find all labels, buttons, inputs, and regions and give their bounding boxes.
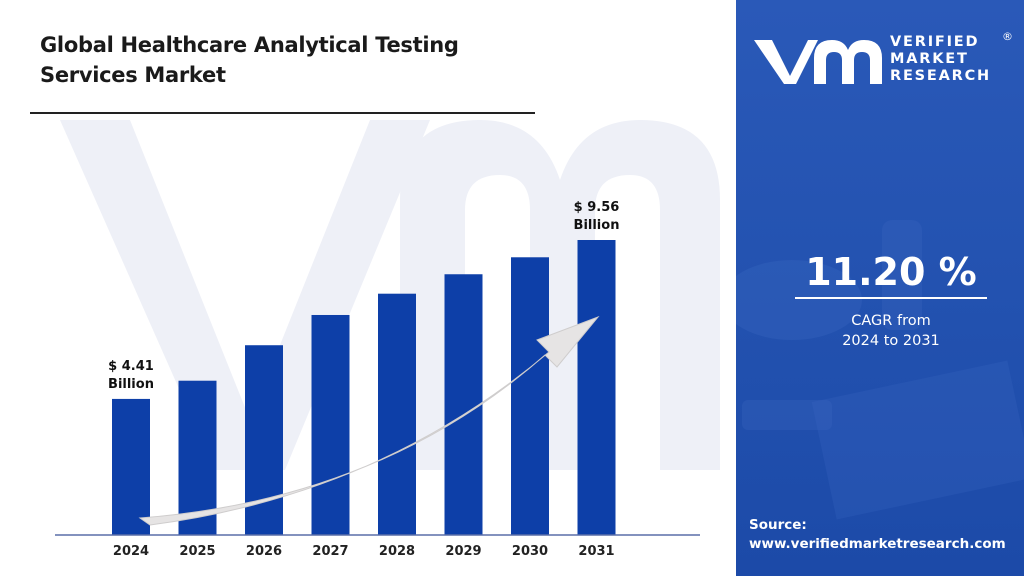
source-url: www.verifiedmarketresearch.com	[749, 536, 1006, 552]
source-label: Source:	[749, 517, 807, 533]
chart-title-line1: Global Healthcare Analytical Testing	[40, 33, 459, 57]
bar-2027	[311, 314, 350, 535]
cagr-value: 11.20 %	[805, 250, 977, 294]
bar-chart: 2024 2025 2026 2027 2028 2029 2030 2031 $ 4.41 Bi…	[55, 200, 700, 559]
source-note: Source: www.verifiedmarketresearch.com	[749, 516, 1006, 554]
data-label-2024-value: $ 4.41	[108, 359, 154, 374]
x-tick-label-2028: 2028	[379, 544, 415, 559]
x-tick-label-2027: 2027	[312, 544, 348, 559]
vmr-logo-icon	[754, 40, 882, 84]
data-label-2031-value: $ 9.56	[574, 200, 620, 215]
panel-divider	[732, 0, 736, 576]
bar-2024	[112, 398, 150, 535]
brand-line1: VERIFIED	[890, 34, 980, 50]
x-tick-label-2025: 2025	[179, 544, 215, 559]
chart-title-line2: Services Market	[40, 63, 226, 87]
registered-mark: ®	[1002, 30, 1013, 43]
title-divider	[30, 112, 535, 114]
bar-2030	[511, 257, 549, 535]
data-label-2024-unit: Billion	[108, 377, 154, 392]
bar-2026	[245, 345, 283, 535]
brand-line3: RESEARCH	[890, 68, 991, 84]
cagr-label-line1: CAGR from	[851, 313, 931, 329]
x-tick-label-2030: 2030	[512, 544, 548, 559]
x-tick-label-2029: 2029	[445, 544, 481, 559]
chart-title: Global Healthcare Analytical Testing Ser…	[40, 30, 560, 90]
brand-line2: MARKET	[890, 51, 969, 67]
trend-arrow-icon	[138, 315, 600, 526]
data-label-2031-unit: Billion	[574, 218, 620, 233]
cagr-label: CAGR from 2024 to 2031	[795, 311, 987, 351]
background-photo-shade	[732, 0, 1024, 576]
x-tick-label-2024: 2024	[113, 544, 149, 559]
brand-wordmark: VERIFIED MARKET RESEARCH	[890, 34, 991, 85]
cagr-divider	[795, 297, 987, 299]
cagr-label-line2: 2024 to 2031	[842, 333, 940, 349]
info-panel	[732, 0, 1024, 576]
x-tick-label-2031: 2031	[578, 544, 614, 559]
vmr-watermark-icon	[60, 120, 720, 470]
bar-2029	[444, 274, 483, 535]
bar-2031	[577, 240, 616, 535]
x-tick-label-2026: 2026	[246, 544, 282, 559]
bar-2028	[378, 293, 416, 535]
